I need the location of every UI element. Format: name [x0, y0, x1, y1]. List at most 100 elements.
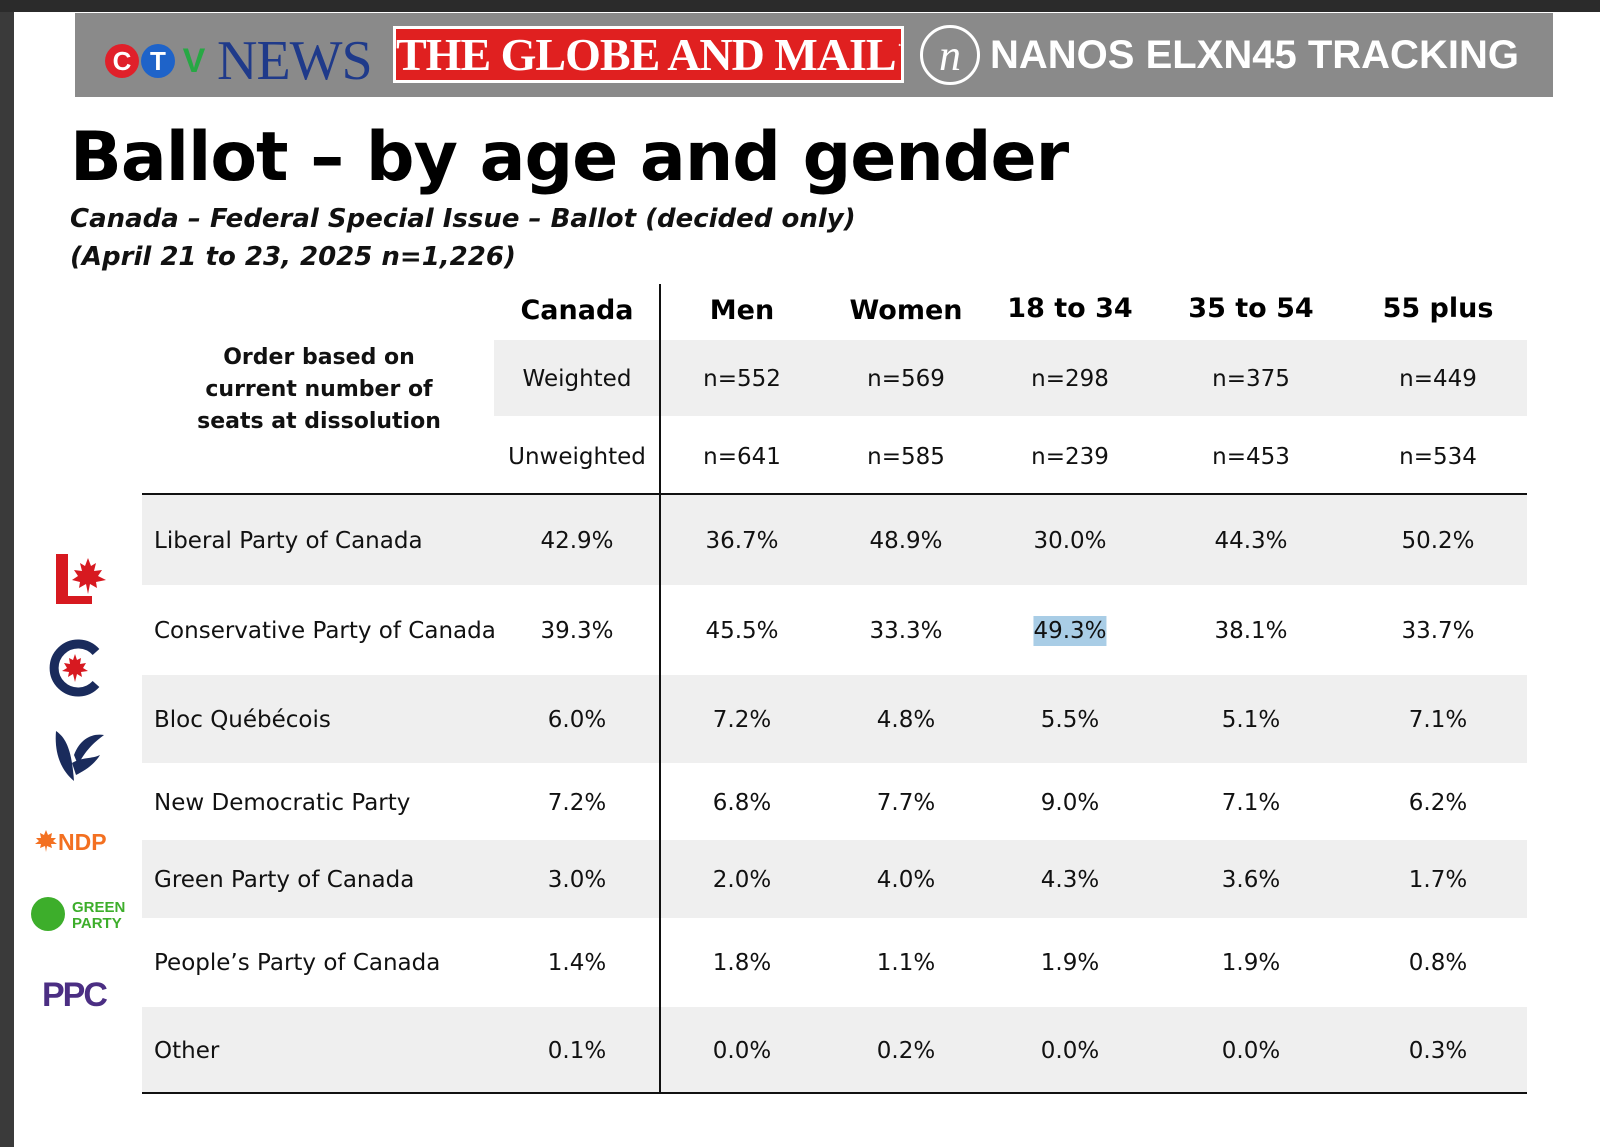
- nanos-tracking-label: NANOS ELXN45 TRACKING: [990, 33, 1519, 77]
- ndp-men: 6.8%: [712, 790, 772, 816]
- party-name-bloc: Bloc Québécois: [154, 707, 331, 733]
- conservative-18-34-highlighted[interactable]: 49.3%: [1033, 616, 1107, 646]
- unweighted-men: n=641: [703, 444, 781, 470]
- slide: C T V NEWS THE GLOBE AND MAIL n NANOS EL…: [14, 12, 1600, 1147]
- unweighted-35-54: n=453: [1212, 444, 1290, 470]
- page-title: Ballot – by age and gender: [70, 118, 1069, 197]
- ndp-35-54: 7.1%: [1221, 790, 1281, 816]
- row-band-liberal: [142, 495, 1527, 585]
- ppc-logo-icon: PPC: [42, 976, 109, 1014]
- ppc-women: 1.1%: [876, 950, 936, 976]
- green-55-plus: 1.7%: [1408, 867, 1468, 893]
- highlighted-value[interactable]: 49.3%: [1033, 616, 1107, 646]
- other-men: 0.0%: [712, 1038, 772, 1064]
- bottom-rule: [142, 1092, 1527, 1094]
- liberal-35-54: 44.3%: [1214, 528, 1288, 554]
- col-header-35-54: 35 to 54: [1188, 293, 1314, 324]
- banner: C T V NEWS THE GLOBE AND MAIL n NANOS EL…: [75, 13, 1553, 97]
- other-canada: 0.1%: [547, 1038, 607, 1064]
- green-18-34: 4.3%: [1040, 867, 1100, 893]
- bloc-35-54: 5.1%: [1221, 707, 1281, 733]
- ppc-men: 1.8%: [712, 950, 772, 976]
- party-name-green: Green Party of Canada: [154, 867, 415, 893]
- weighted-women: n=569: [867, 366, 945, 392]
- bloc-women: 4.8%: [876, 707, 936, 733]
- ndp-women: 7.7%: [876, 790, 936, 816]
- weighted-band: [494, 340, 1527, 416]
- page-subtitle: Canada – Federal Special Issue – Ballot …: [70, 200, 856, 276]
- green-logo-line-1: GREEN: [72, 899, 125, 916]
- window-edge: [0, 12, 14, 1147]
- ppc-35-54: 1.9%: [1221, 950, 1281, 976]
- ctv-news-logo: C T V NEWS: [105, 30, 373, 92]
- weighted-men: n=552: [703, 366, 781, 392]
- bloc-55-plus: 7.1%: [1408, 707, 1468, 733]
- row-band-green: [142, 840, 1527, 918]
- ppc-55-plus: 0.8%: [1408, 950, 1468, 976]
- col-header-18-34: 18 to 34: [1007, 293, 1133, 324]
- globe-and-mail-logo: THE GLOBE AND MAIL: [393, 26, 904, 83]
- unweighted-18-34: n=239: [1031, 444, 1109, 470]
- green-35-54: 3.6%: [1221, 867, 1281, 893]
- subtitle-line-1: Canada – Federal Special Issue – Ballot …: [70, 204, 856, 234]
- bloc-men: 7.2%: [712, 707, 772, 733]
- green-women: 4.0%: [876, 867, 936, 893]
- maple-leaf-icon: [897, 42, 901, 47]
- green-canada: 3.0%: [547, 867, 607, 893]
- row-band-other: [142, 1007, 1527, 1092]
- col-header-canada: Canada: [520, 295, 634, 326]
- bloc-18-34: 5.5%: [1040, 707, 1100, 733]
- weighted-label: Weighted: [522, 366, 632, 392]
- weighted-35-54: n=375: [1212, 366, 1290, 392]
- col-header-men: Men: [709, 295, 775, 326]
- weighted-18-34: n=298: [1031, 366, 1109, 392]
- liberal-logo-icon: [56, 554, 106, 604]
- weighted-55-plus: n=449: [1399, 366, 1477, 392]
- ctv-t-letter: T: [141, 44, 175, 78]
- liberal-women: 48.9%: [869, 528, 943, 554]
- liberal-men: 36.7%: [705, 528, 779, 554]
- party-name-ndp: New Democratic Party: [154, 790, 411, 816]
- ndp-canada: 7.2%: [547, 790, 607, 816]
- green-logo-icon: GREEN PARTY: [31, 897, 125, 932]
- ndp-logo-icon: NDP: [35, 829, 107, 855]
- col-header-55-plus: 55 plus: [1382, 293, 1494, 324]
- ndp-18-34: 9.0%: [1040, 790, 1100, 816]
- green-men: 2.0%: [712, 867, 772, 893]
- conservative-men: 45.5%: [705, 618, 779, 644]
- party-name-other: Other: [154, 1038, 220, 1064]
- conservative-55-plus: 33.7%: [1401, 618, 1475, 644]
- ppc-18-34: 1.9%: [1040, 950, 1100, 976]
- other-55-plus: 0.3%: [1408, 1038, 1468, 1064]
- globe-and-mail-wordmark: THE GLOBE AND MAIL: [396, 29, 897, 80]
- header-rule: [142, 493, 1527, 495]
- liberal-55-plus: 50.2%: [1401, 528, 1475, 554]
- row-band-bloc: [142, 675, 1527, 763]
- conservative-35-54: 38.1%: [1214, 618, 1288, 644]
- conservative-women: 33.3%: [869, 618, 943, 644]
- ndp-logo-text: NDP: [58, 829, 107, 855]
- ndp-55-plus: 6.2%: [1408, 790, 1468, 816]
- other-35-54: 0.0%: [1221, 1038, 1281, 1064]
- column-divider: [659, 284, 661, 1092]
- liberal-canada: 42.9%: [540, 528, 614, 554]
- unweighted-women: n=585: [867, 444, 945, 470]
- other-18-34: 0.0%: [1040, 1038, 1100, 1064]
- green-logo-line-2: PARTY: [72, 915, 122, 932]
- liberal-18-34: 30.0%: [1033, 528, 1107, 554]
- conservative-canada: 39.3%: [540, 618, 614, 644]
- ctv-news-wordmark: NEWS: [217, 30, 373, 92]
- party-name-ppc: People’s Party of Canada: [154, 950, 441, 976]
- unweighted-55-plus: n=534: [1399, 444, 1477, 470]
- bloc-logo-icon: [55, 731, 104, 781]
- ppc-logo-text: PPC: [42, 976, 107, 1014]
- order-note: Order based on current number of seats a…: [197, 345, 441, 434]
- nanos-logo-icon: n: [920, 25, 980, 85]
- unweighted-label: Unweighted: [508, 444, 646, 470]
- ppc-canada: 1.4%: [547, 950, 607, 976]
- subtitle-line-2: (April 21 to 23, 2025 n=1,226): [70, 242, 516, 272]
- party-name-conservative: Conservative Party of Canada: [154, 618, 496, 644]
- conservative-logo-icon: [49, 639, 100, 697]
- ctv-v-letter: V: [182, 41, 206, 80]
- bloc-canada: 6.0%: [547, 707, 607, 733]
